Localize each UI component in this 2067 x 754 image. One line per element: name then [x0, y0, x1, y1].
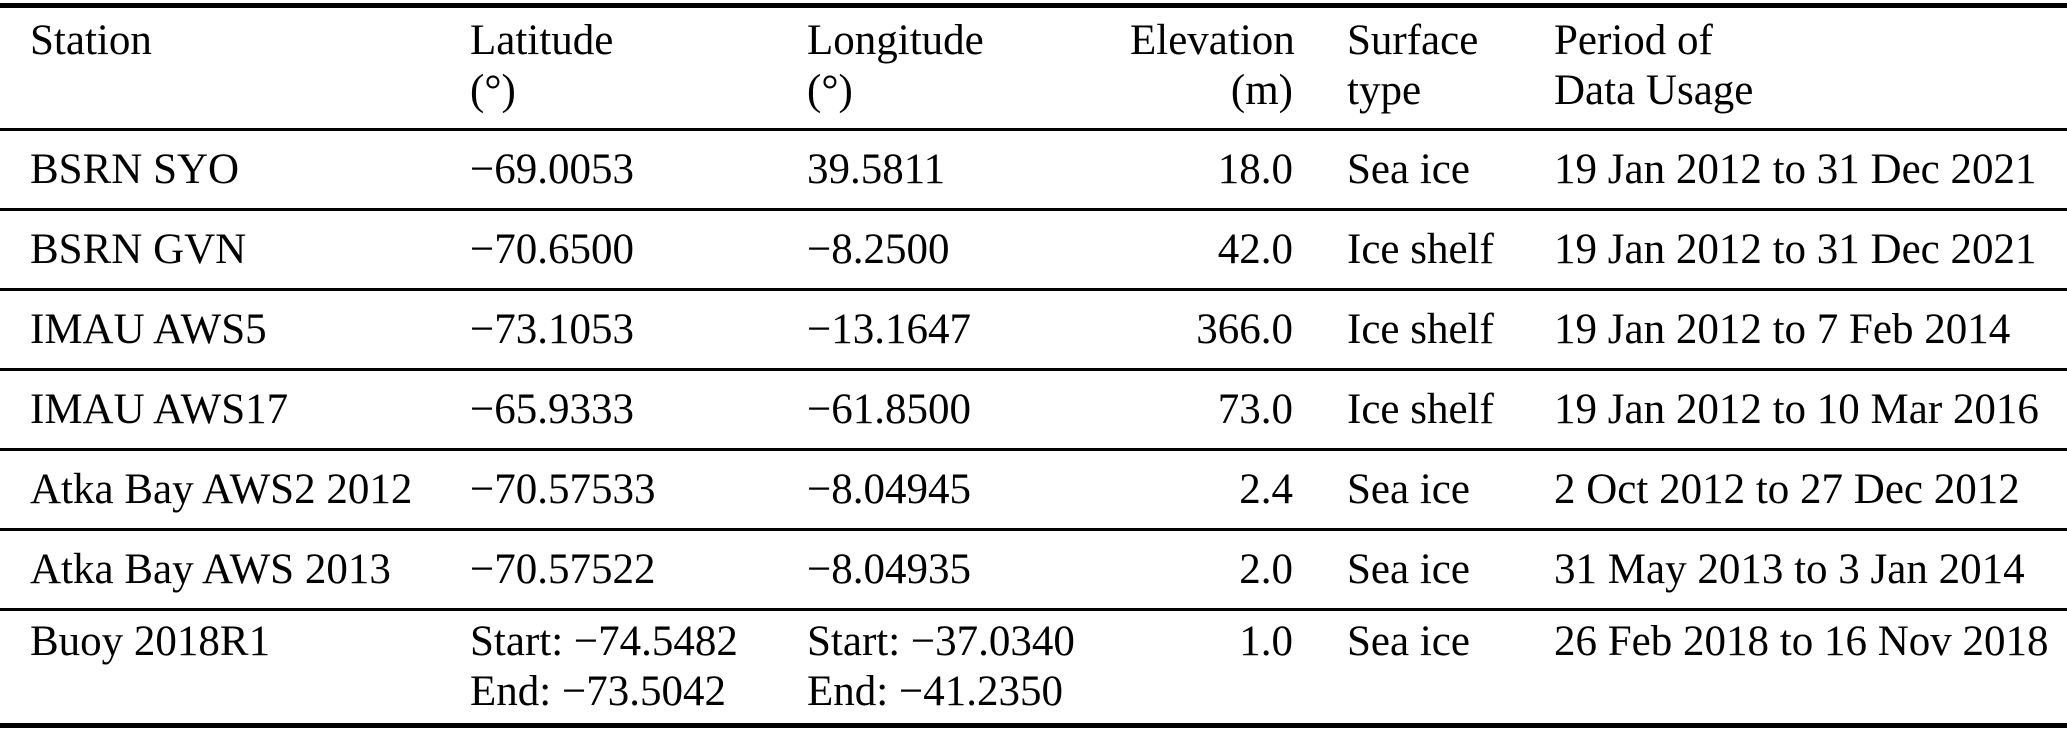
period-cell: 31 May 2013 to 3 Jan 2014	[1554, 545, 2025, 593]
station-cell: Buoy 2018R1	[30, 618, 271, 665]
longitude-column-header: Longitude (°)	[807, 6, 1130, 130]
longitude-start-value: Start: −37.0340	[807, 618, 1075, 665]
elevation-header-unit: (m)	[1230, 67, 1293, 114]
latitude-cell: Start: −74.5482 End: −73.5042	[470, 610, 807, 726]
longitude-cell: −61.8500	[807, 385, 972, 433]
surface-header-label: Surface	[1347, 17, 1479, 64]
table-row: BSRN SYO −69.0053 39.5811 18.0 Sea ice 1…	[0, 130, 2067, 210]
longitude-cell: 39.5811	[807, 145, 946, 193]
table-body: BSRN SYO −69.0053 39.5811 18.0 Sea ice 1…	[0, 130, 2067, 726]
period-header-unit: Data Usage	[1554, 67, 1754, 114]
period-cell: 26 Feb 2018 to 16 Nov 2018	[1554, 618, 2049, 665]
longitude-cell: Start: −37.0340 End: −41.2350	[807, 610, 1130, 726]
longitude-end-value: End: −41.2350	[807, 668, 1063, 715]
surface-type-cell: Sea ice	[1347, 545, 1470, 593]
elevation-column-header: Elevation (m)	[1130, 6, 1295, 130]
station-column-header: Station	[0, 6, 470, 130]
station-cell: BSRN GVN	[30, 225, 247, 273]
latitude-column-header: Latitude (°)	[470, 6, 807, 130]
longitude-cell: −13.1647	[807, 305, 972, 353]
elevation-cell: 18.0	[1217, 145, 1293, 193]
elevation-cell: 73.0	[1217, 385, 1293, 433]
surface-type-cell: Sea ice	[1347, 465, 1470, 513]
surface-type-column-header: Surface type	[1293, 6, 1554, 130]
latitude-cell: −73.1053	[470, 305, 635, 353]
elevation-cell: 2.4	[1239, 465, 1293, 513]
station-cell: IMAU AWS17	[30, 385, 289, 433]
latitude-header-unit: (°)	[470, 67, 516, 114]
period-column-header: Period of Data Usage	[1554, 6, 2067, 130]
latitude-end-value: End: −73.5042	[470, 668, 726, 715]
table-row: IMAU AWS17 −65.9333 −61.8500 73.0 Ice sh…	[0, 370, 2067, 450]
longitude-cell: −8.04935	[807, 545, 972, 593]
surface-type-cell: Sea ice	[1347, 145, 1470, 193]
surface-type-cell: Ice shelf	[1347, 305, 1494, 353]
elevation-cell: 42.0	[1217, 225, 1293, 273]
header-row: Station Latitude (°) Longitude (°) Eleva…	[0, 6, 2067, 130]
latitude-cell: −70.57533	[470, 465, 656, 513]
surface-type-cell: Sea ice	[1347, 618, 1470, 665]
elevation-cell: 366.0	[1196, 305, 1293, 353]
surface-header-unit: type	[1347, 67, 1422, 114]
table-row: IMAU AWS5 −73.1053 −13.1647 366.0 Ice sh…	[0, 290, 2067, 370]
surface-type-cell: Ice shelf	[1347, 385, 1494, 433]
period-header-label: Period of	[1554, 17, 1713, 64]
latitude-header-label: Latitude	[470, 17, 614, 64]
station-header-label: Station	[30, 17, 152, 64]
period-cell: 19 Jan 2012 to 7 Feb 2014	[1554, 305, 2011, 353]
longitude-header-label: Longitude	[807, 17, 984, 64]
elevation-header-label: Elevation	[1130, 17, 1295, 64]
table-row: Atka Bay AWS 2013 −70.57522 −8.04935 2.0…	[0, 530, 2067, 610]
table-row: BSRN GVN −70.6500 −8.2500 42.0 Ice shelf…	[0, 210, 2067, 290]
longitude-cell: −8.2500	[807, 225, 950, 273]
period-cell: 19 Jan 2012 to 10 Mar 2016	[1554, 385, 2039, 433]
longitude-cell: −8.04945	[807, 465, 972, 513]
period-cell: 2 Oct 2012 to 27 Dec 2012	[1554, 465, 2020, 513]
station-cell: Atka Bay AWS2 2012	[30, 465, 413, 513]
period-cell: 19 Jan 2012 to 31 Dec 2021	[1554, 225, 2037, 273]
longitude-header-unit: (°)	[807, 67, 853, 114]
station-cell: BSRN SYO	[30, 145, 240, 193]
elevation-cell: 1.0	[1239, 618, 1293, 665]
latitude-cell: −65.9333	[470, 385, 635, 433]
table-header: Station Latitude (°) Longitude (°) Eleva…	[0, 6, 2067, 130]
period-cell: 19 Jan 2012 to 31 Dec 2021	[1554, 145, 2037, 193]
station-cell: Atka Bay AWS 2013	[30, 545, 391, 593]
table-row: Atka Bay AWS2 2012 −70.57533 −8.04945 2.…	[0, 450, 2067, 530]
surface-type-cell: Ice shelf	[1347, 225, 1494, 273]
latitude-start-value: Start: −74.5482	[470, 618, 738, 665]
elevation-cell: 2.0	[1239, 545, 1293, 593]
station-cell: IMAU AWS5	[30, 305, 267, 353]
latitude-cell: −70.6500	[470, 225, 635, 273]
latitude-cell: −69.0053	[470, 145, 635, 193]
stations-table: Station Latitude (°) Longitude (°) Eleva…	[0, 3, 2067, 728]
latitude-cell: −70.57522	[470, 545, 656, 593]
table-row: Buoy 2018R1 Start: −74.5482 End: −73.504…	[0, 610, 2067, 726]
